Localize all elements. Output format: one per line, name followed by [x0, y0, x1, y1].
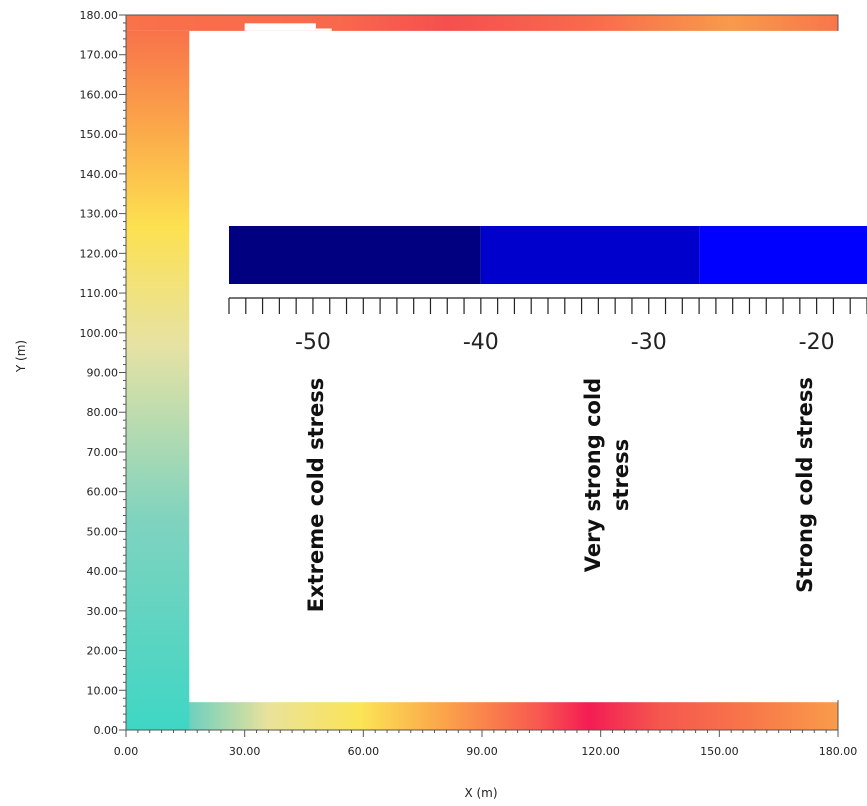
legend-background: [190, 31, 867, 700]
x-tick-label: 0.00: [114, 745, 139, 758]
region-bottom-strip: [126, 702, 838, 730]
y-tick-label: 70.00: [87, 446, 119, 459]
y-tick-label: 60.00: [87, 486, 119, 499]
y-axis: 0.00 10.00 20.00 30.00 40.00 50.00 60.00 70.00 8…: [80, 9, 126, 737]
x-axis-title: X (m): [464, 786, 497, 800]
plot-regions: [126, 15, 838, 730]
y-tick-label: 10.00: [87, 684, 119, 697]
colorbar-tick-label: -40: [463, 330, 499, 355]
colorbar-segment: [480, 226, 700, 284]
y-tick-label: 150.00: [80, 128, 119, 141]
region-notch: [244, 23, 316, 31]
colorbar-category-label: Strong cold stress: [793, 377, 817, 593]
y-tick-label: 90.00: [87, 367, 119, 380]
region-notch: [315, 28, 332, 31]
x-tick-label: 30.00: [229, 745, 261, 758]
colorbar-tick-label: -30: [631, 330, 667, 355]
x-tick-label: 90.00: [466, 745, 498, 758]
region-left-strip: [126, 30, 190, 730]
y-tick-label: 20.00: [87, 645, 119, 658]
x-tick-label: 120.00: [581, 745, 620, 758]
colorbar-tick-label: -50: [295, 330, 331, 355]
y-tick-label: 170.00: [80, 49, 119, 62]
y-tick-label: 100.00: [80, 327, 119, 340]
x-tick-label: 150.00: [700, 745, 739, 758]
colorbar-category-label: Very strong cold stress: [581, 378, 633, 572]
y-tick-label: 80.00: [87, 406, 119, 419]
colorbar-segment: [229, 226, 481, 284]
y-tick-label: 120.00: [80, 247, 119, 260]
colorbar-category-label: Extreme cold stress: [304, 378, 328, 613]
y-tick-label: 0.00: [94, 724, 119, 737]
y-tick-label: 40.00: [87, 565, 119, 578]
y-tick-label: 110.00: [80, 287, 119, 300]
y-tick-label: 130.00: [80, 208, 119, 221]
region-top-strip: [126, 15, 838, 31]
y-tick-label: 180.00: [80, 9, 119, 22]
y-tick-label: 140.00: [80, 168, 119, 181]
y-tick-label: 30.00: [87, 605, 119, 618]
y-axis-title: Y (m): [14, 340, 28, 373]
colorbar-tick-label: -20: [799, 330, 835, 355]
y-tick-label: 50.00: [87, 525, 119, 538]
x-axis: 0.00 30.00 60.00 90.00 120.00 150.00 180.00: [114, 730, 858, 758]
y-tick-label: 160.00: [80, 88, 119, 101]
x-tick-label: 180.00: [819, 745, 858, 758]
x-tick-label: 60.00: [348, 745, 380, 758]
colorbar-legend: -50 -40 -30 -20 Extreme cold stress Very stro…: [190, 31, 867, 700]
colorbar-segment: [699, 226, 867, 284]
